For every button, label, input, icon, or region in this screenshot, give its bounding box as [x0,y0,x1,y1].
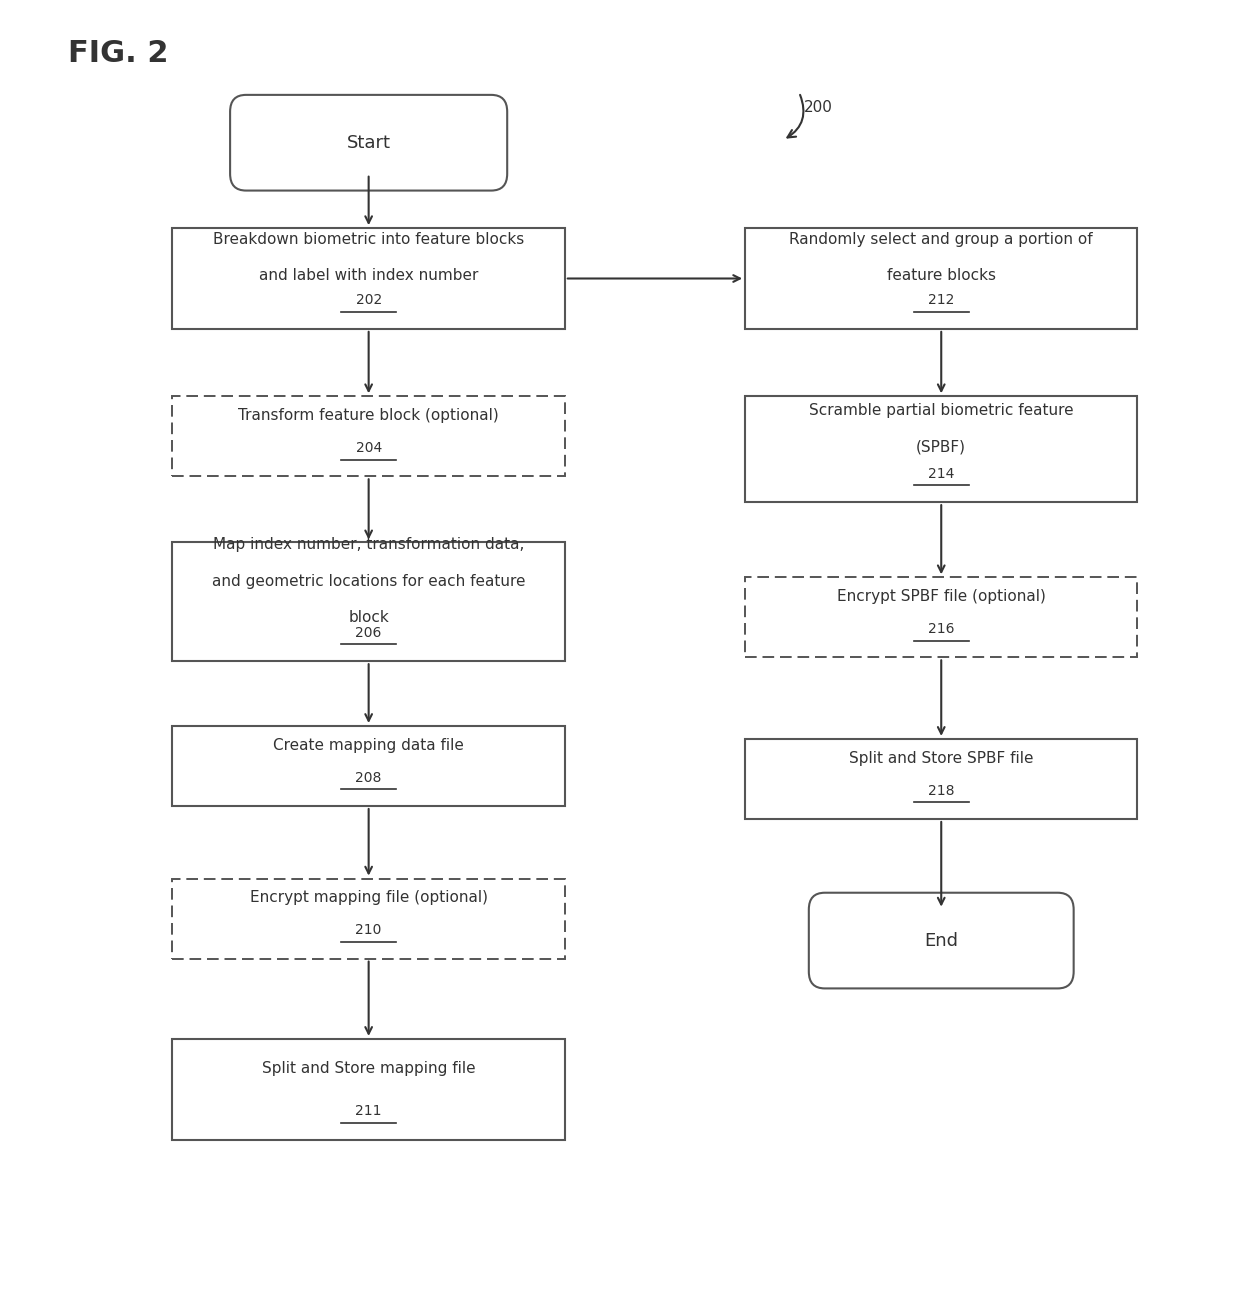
Bar [745,578,1137,657]
Text: (SPBF): (SPBF) [916,439,966,454]
Text: 202: 202 [356,294,382,307]
Text: Create mapping data file: Create mapping data file [273,738,464,753]
Text: Transform feature block (optional): Transform feature block (optional) [238,408,498,423]
Text: FIG. 2: FIG. 2 [68,39,169,68]
Text: 210: 210 [356,923,382,937]
Bar [172,878,565,958]
Text: 212: 212 [928,294,955,307]
FancyBboxPatch shape [745,227,1137,329]
Text: Scramble partial biometric feature: Scramble partial biometric feature [808,403,1074,418]
Text: Start: Start [347,133,391,152]
Text: 218: 218 [928,784,955,797]
Text: 216: 216 [928,622,955,637]
Text: feature blocks: feature blocks [887,268,996,284]
Text: 204: 204 [356,440,382,455]
Text: Randomly select and group a portion of: Randomly select and group a portion of [790,233,1092,247]
Text: 206: 206 [356,626,382,640]
Text: Encrypt mapping file (optional): Encrypt mapping file (optional) [249,890,487,906]
FancyBboxPatch shape [745,396,1137,502]
Text: Split and Store mapping file: Split and Store mapping file [262,1061,475,1076]
FancyBboxPatch shape [745,738,1137,819]
Text: block: block [348,610,389,625]
Text: Breakdown biometric into feature blocks: Breakdown biometric into feature blocks [213,233,525,247]
Text: 208: 208 [356,771,382,784]
Text: 214: 214 [928,467,955,481]
FancyBboxPatch shape [172,1039,565,1140]
Text: 200: 200 [804,101,833,115]
Text: Encrypt SPBF file (optional): Encrypt SPBF file (optional) [837,589,1045,604]
FancyBboxPatch shape [808,893,1074,988]
Text: and label with index number: and label with index number [259,268,479,284]
Text: Split and Store SPBF file: Split and Store SPBF file [849,750,1033,766]
Bar [172,396,565,476]
Text: End: End [924,932,959,950]
Text: Map index number, transformation data,: Map index number, transformation data, [213,537,525,553]
FancyBboxPatch shape [231,95,507,191]
Text: and geometric locations for each feature: and geometric locations for each feature [212,574,526,588]
FancyBboxPatch shape [172,542,565,661]
FancyBboxPatch shape [172,725,565,806]
Text: 211: 211 [356,1104,382,1119]
FancyBboxPatch shape [172,227,565,329]
